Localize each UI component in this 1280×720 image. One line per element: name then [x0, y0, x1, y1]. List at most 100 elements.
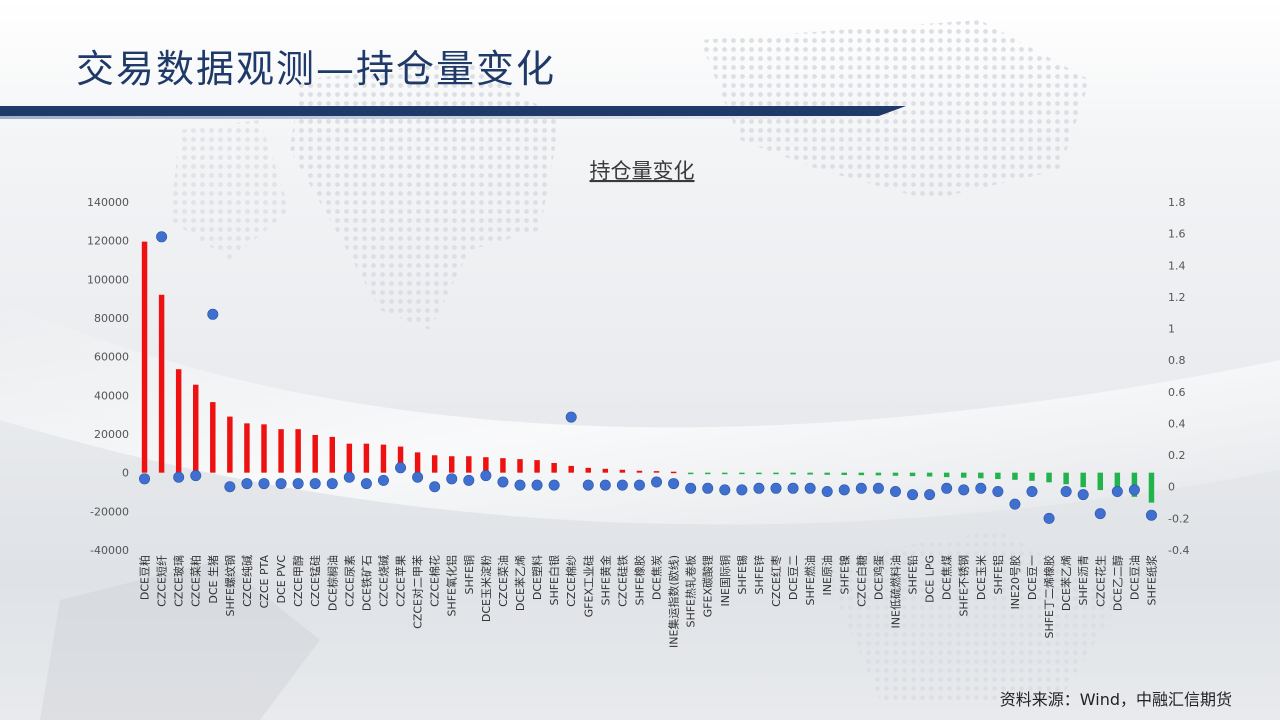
x-tick-label: DCE苯乙烯	[1059, 555, 1073, 611]
scatter-point-35	[736, 484, 748, 496]
scatter-point-10	[309, 478, 321, 490]
scatter-point-45	[907, 489, 919, 501]
scatter-point-59	[1145, 509, 1157, 521]
bar-7	[261, 424, 267, 473]
bar-49	[978, 472, 984, 479]
x-tick-label: SHFE橡胶	[632, 555, 646, 606]
bar-55	[1080, 472, 1086, 488]
scatter-point-52	[1026, 485, 1038, 497]
y-tick-label-left: 100000	[87, 273, 129, 286]
scatter-point-55	[1077, 489, 1089, 501]
bar-52	[1029, 472, 1035, 481]
y-tick-label-left: 120000	[87, 235, 129, 248]
x-tick-label: SHFE锌	[752, 555, 766, 595]
title-underline-bar	[0, 106, 906, 116]
scatter-point-20	[480, 470, 492, 482]
scatter-point-39	[804, 482, 816, 494]
y-axis-left: 140000 120000 100000 80000 60000 40000 20000 0 -…	[87, 196, 129, 557]
scatter-point-27	[599, 479, 611, 491]
x-tick-label: DCE铁矿石	[360, 555, 373, 611]
scatter-point-9	[292, 478, 304, 490]
bar-15	[397, 446, 404, 473]
y-tick-label-right: 0.4	[1168, 417, 1186, 430]
scatter-point-12	[343, 471, 355, 483]
scatter-point-51	[1009, 498, 1021, 510]
bar-17	[431, 455, 438, 473]
x-tick-label: DCE PVC	[275, 555, 288, 604]
y-tick-label-right: 1.4	[1168, 259, 1186, 272]
x-tick-label: DCE玉米	[975, 555, 988, 600]
scatter-point-31	[668, 478, 680, 490]
y-tick-label-left: 60000	[94, 351, 129, 364]
x-tick-label: SHFE铜	[462, 555, 476, 595]
y-tick-label-right: 0	[1168, 481, 1175, 494]
x-tick-label: INE20号胶	[1008, 555, 1022, 609]
x-tick-label: DCE塑料	[530, 555, 544, 600]
x-tick-label: INE低硫燃料油	[888, 555, 902, 628]
x-tick-label: INE原油	[820, 555, 834, 595]
y-tick-label-left: -20000	[90, 505, 129, 518]
y-tick-label-right: -0.4	[1168, 544, 1189, 557]
bar-41	[841, 472, 847, 475]
scatter-point-25	[565, 411, 577, 423]
bar-19	[466, 456, 472, 473]
bar-9	[295, 429, 301, 473]
source-note: 资料来源：Wind，中融汇信期货	[999, 690, 1232, 709]
bar-20	[483, 457, 489, 473]
bar-46	[926, 472, 933, 477]
x-tick-label: CZCE菜油	[496, 555, 510, 607]
bar-30	[653, 471, 660, 473]
scatter-point-28	[616, 479, 628, 491]
bar-31	[670, 471, 677, 474]
bar-27	[602, 468, 609, 473]
x-tick-label: CZCE PTA	[258, 555, 271, 609]
scatter-point-56	[1094, 508, 1106, 520]
scatter-point-26	[582, 479, 594, 491]
bar-38	[790, 472, 796, 475]
title-underline-shadow	[0, 116, 900, 119]
scatter-point-17	[429, 481, 441, 493]
y-tick-label-left: 40000	[94, 389, 129, 402]
scatter-point-24	[548, 479, 560, 491]
scatter-point-13	[360, 478, 372, 490]
scatter-point-40	[821, 485, 833, 497]
x-tick-label: DCE棕榈油	[325, 555, 339, 611]
x-tick-label: SHFE丁二烯橡胶	[1042, 555, 1056, 639]
bar-4	[210, 402, 216, 473]
scatter-point-54	[1060, 485, 1072, 497]
x-tick-label: INE集运指数(欧线)	[667, 555, 681, 648]
chart-title: 持仓量变化	[590, 159, 695, 183]
bar-35	[739, 472, 745, 475]
x-tick-label: GFEX工业硅	[582, 555, 595, 617]
bar-26	[585, 467, 591, 473]
bar-16	[414, 452, 421, 473]
scatter-point-34	[719, 484, 731, 496]
scatter-point-29	[633, 479, 645, 491]
x-tick-label: SHFE氧化铝	[445, 555, 459, 617]
scatter-point-38	[787, 482, 799, 494]
bar-45	[909, 472, 916, 477]
y-tick-label-right: 1.2	[1168, 291, 1186, 304]
bar-21	[500, 458, 506, 473]
x-tick-label: CZCE花生	[1093, 555, 1107, 607]
bar-2	[175, 369, 182, 473]
scatter-point-44	[889, 485, 901, 497]
scatter-point-43	[872, 482, 884, 494]
scatter-point-2	[173, 471, 185, 483]
bar-32	[687, 472, 694, 475]
x-tick-label: DCE苯乙烯	[513, 555, 527, 611]
scatter-point-42	[855, 482, 867, 494]
bar-25	[568, 465, 574, 473]
bar-10	[312, 434, 318, 473]
bar-39	[807, 472, 813, 475]
bar-53	[1046, 472, 1052, 483]
scatter-point-0	[139, 473, 151, 485]
x-tick-label: CZCE苹果	[394, 555, 408, 607]
x-tick-label: CZCE甲醇	[291, 555, 305, 607]
scatter-point-36	[753, 482, 765, 494]
x-tick-label: CZCE锰硅	[308, 555, 322, 607]
bar-34	[722, 472, 728, 475]
x-tick-label: CZCE短纤	[155, 555, 169, 607]
x-tick-label: SHFE沥青	[1077, 555, 1090, 606]
